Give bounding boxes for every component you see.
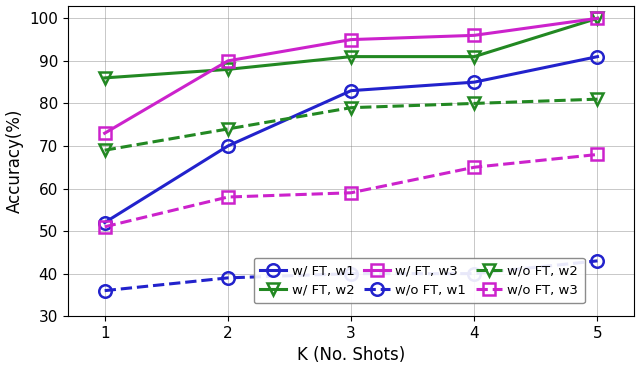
X-axis label: K (No. Shots): K (No. Shots) xyxy=(297,346,405,364)
Y-axis label: Accuracy(%): Accuracy(%) xyxy=(6,109,24,213)
Legend: w/ FT, w1, w/ FT, w2, w/ FT, w3, w/o FT, w1, w/o FT, w2, w/o FT, w3: w/ FT, w1, w/ FT, w2, w/ FT, w3, w/o FT,… xyxy=(253,258,585,303)
